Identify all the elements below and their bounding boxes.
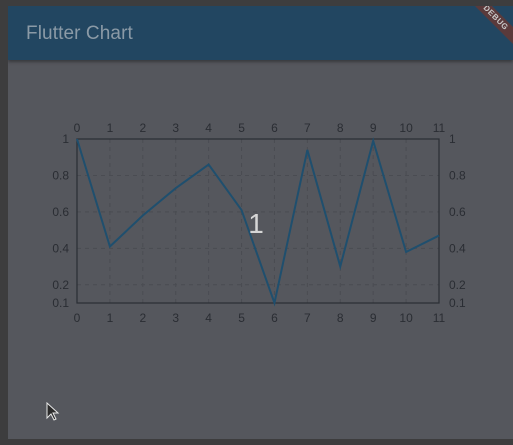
- x-axis-top-ticks: 0 1 2 3 4 5 6 7 8 9 10 11: [74, 121, 446, 135]
- y-tick-label-right: 1: [449, 132, 456, 146]
- x-tick-label-top: 3: [172, 121, 179, 135]
- x-tick-label-bottom: 11: [433, 311, 446, 325]
- y-axis-right-ticks: 1 0.8 0.6 0.4 0.2 0.1: [449, 132, 466, 310]
- y-axis-left-ticks: 1 0.8 0.6 0.4 0.2 0.1: [52, 132, 69, 310]
- y-tick-label-right: 0.4: [449, 241, 466, 255]
- x-tick-label-top: 1: [107, 121, 114, 135]
- y-tick-label-left: 1: [62, 132, 69, 146]
- y-tick-label-right: 0.1: [449, 296, 466, 310]
- plot-frame: [76, 138, 440, 304]
- x-tick-label-top: 2: [139, 121, 146, 135]
- x-tick-label-bottom: 7: [304, 311, 311, 325]
- x-tick-label-top: 10: [399, 121, 413, 135]
- x-tick-label-bottom: 2: [139, 311, 146, 325]
- app-title: Flutter Chart: [26, 23, 133, 44]
- x-tick-label-bottom: 5: [238, 311, 245, 325]
- chart-grid: [77, 139, 439, 303]
- x-tick-label-top: 8: [337, 121, 344, 135]
- x-tick-label-bottom: 10: [399, 311, 413, 325]
- y-tick-label-right: 0.8: [449, 168, 466, 182]
- y-tick-label-right: 0.6: [449, 205, 466, 219]
- x-tick-label-top: 4: [205, 121, 212, 135]
- y-tick-label-left: 0.4: [52, 241, 69, 255]
- x-tick-label-top: 11: [433, 121, 446, 135]
- x-tick-label-top: 0: [74, 121, 81, 135]
- x-tick-label-top: 9: [370, 121, 377, 135]
- y-tick-label-right: 0.2: [449, 278, 466, 292]
- x-tick-label-bottom: 0: [74, 311, 81, 325]
- y-tick-label-left: 0.2: [52, 278, 69, 292]
- line-chart: 0 1 2 3 4 5 6 7 8 9 10 11 0 1 2 3 4 5 6 7 8 9 10 11 10.80.60.4…: [52, 121, 466, 325]
- app-bar: Flutter Chart: [8, 6, 513, 60]
- x-tick-label-top: 5: [238, 121, 245, 135]
- x-axis-bottom-ticks: 0 1 2 3 4 5 6 7 8 9 10 11: [74, 311, 446, 325]
- x-tick-label-bottom: 9: [370, 311, 377, 325]
- mouse-cursor-icon: [46, 402, 60, 421]
- center-value-label: 1: [248, 208, 264, 239]
- x-tick-label-bottom: 3: [172, 311, 179, 325]
- x-tick-label-top: 6: [271, 121, 278, 135]
- y-tick-label-left: 0.6: [52, 205, 69, 219]
- y-tick-label-left: 0.1: [52, 296, 69, 310]
- x-tick-label-bottom: 8: [337, 311, 344, 325]
- x-tick-label-bottom: 4: [205, 311, 212, 325]
- x-tick-label-bottom: 6: [271, 311, 278, 325]
- y-tick-label-left: 0.8: [52, 168, 69, 182]
- x-tick-label-top: 7: [304, 121, 311, 135]
- x-tick-label-bottom: 1: [107, 311, 114, 325]
- series-line: [76, 137, 440, 307]
